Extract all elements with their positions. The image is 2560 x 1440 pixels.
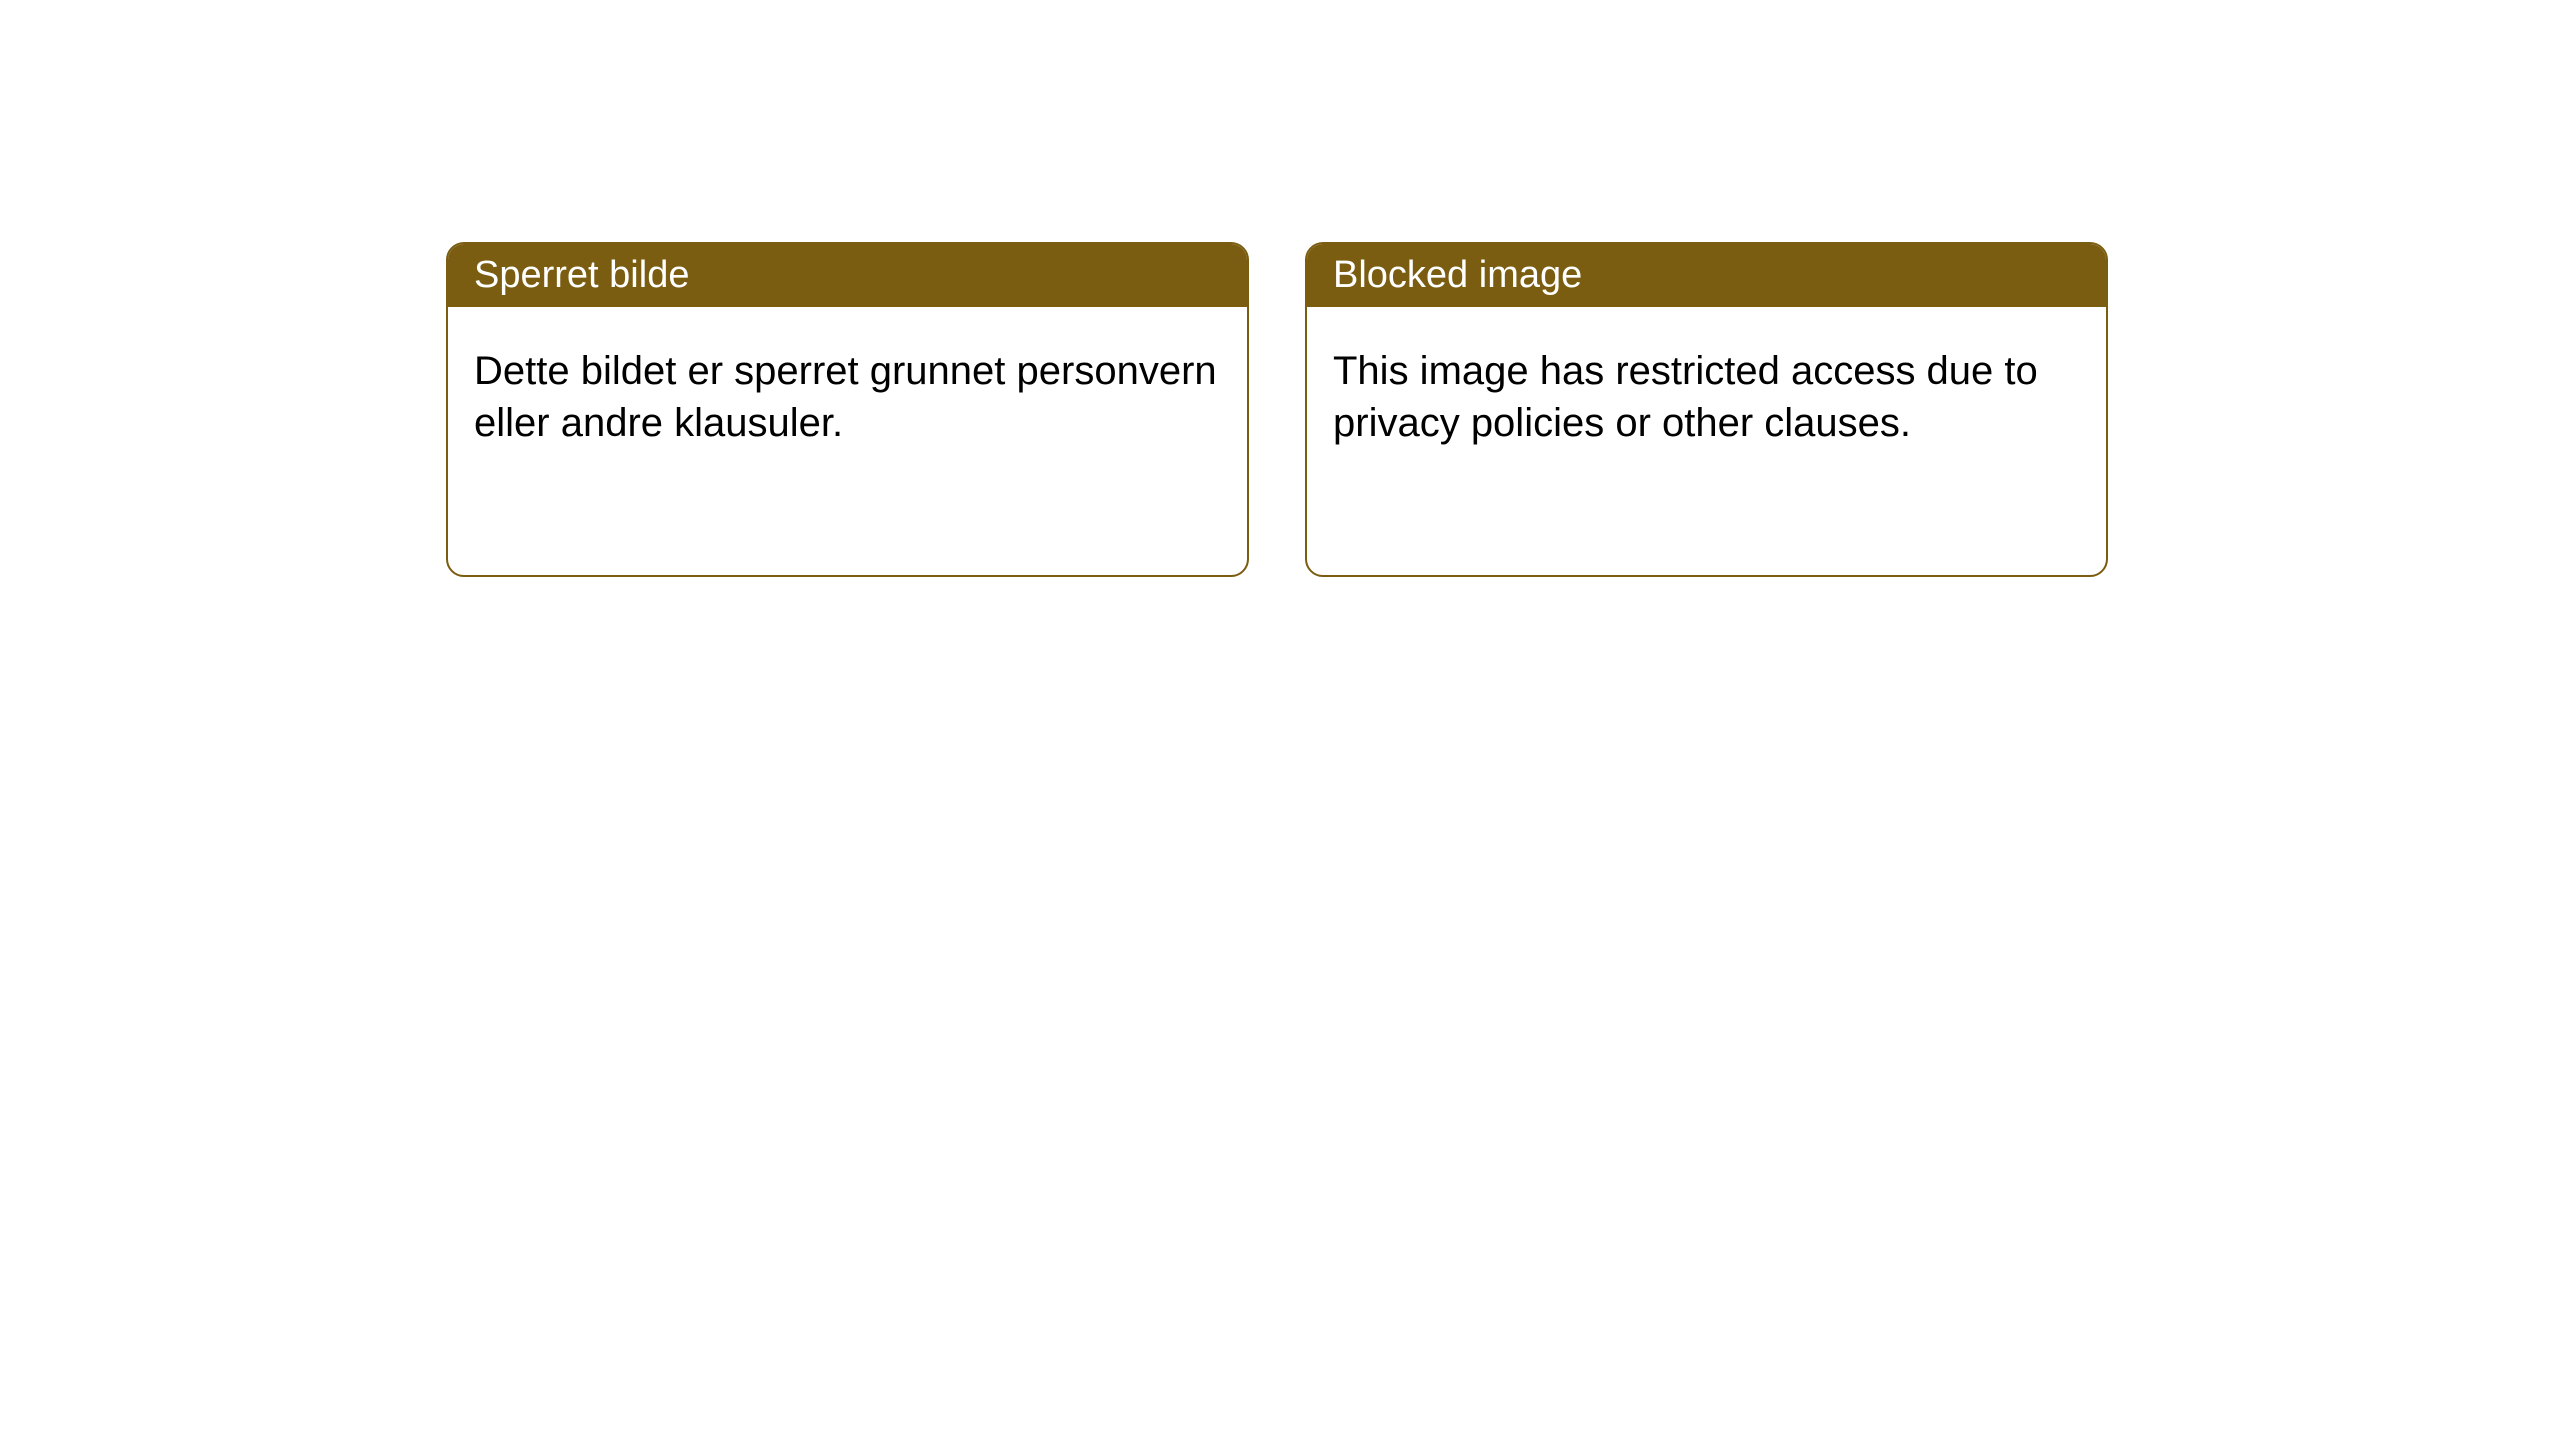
card-header: Sperret bilde (448, 244, 1247, 307)
card-body: This image has restricted access due to … (1307, 307, 2106, 487)
notice-card-container: Sperret bilde Dette bildet er sperret gr… (0, 0, 2560, 577)
notice-card-norwegian: Sperret bilde Dette bildet er sperret gr… (446, 242, 1249, 577)
card-body: Dette bildet er sperret grunnet personve… (448, 307, 1247, 487)
notice-card-english: Blocked image This image has restricted … (1305, 242, 2108, 577)
card-header: Blocked image (1307, 244, 2106, 307)
